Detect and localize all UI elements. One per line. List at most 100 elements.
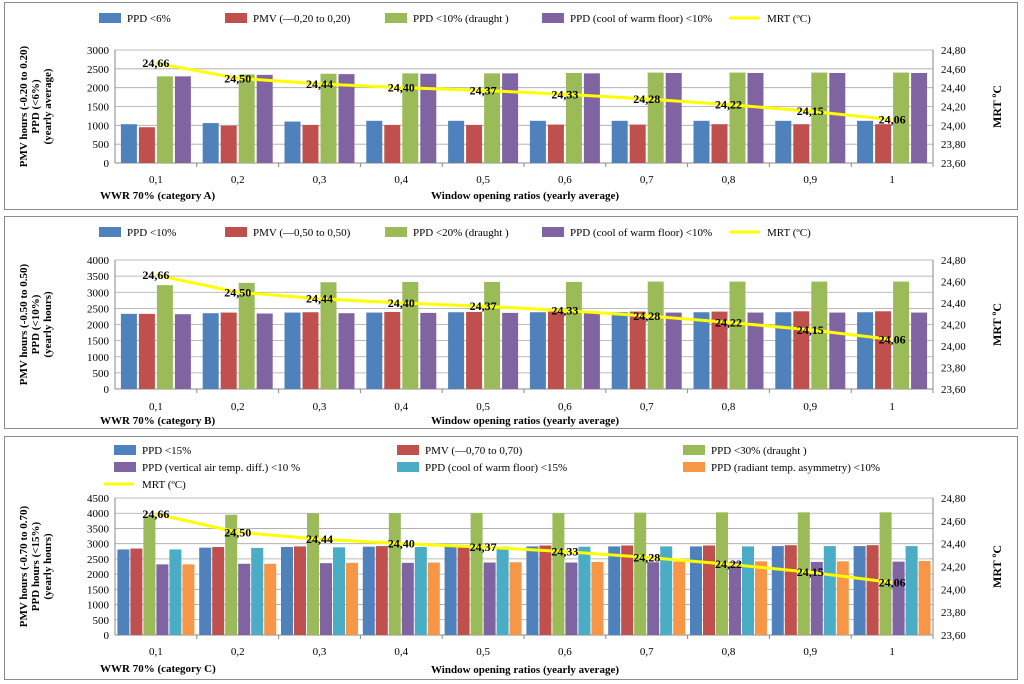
mrt-data-label: 24,06 <box>879 575 906 589</box>
bar-teal <box>742 546 754 635</box>
mrt-data-label: 24,06 <box>879 113 906 127</box>
bar-red <box>220 312 237 389</box>
bar-blue <box>281 547 293 635</box>
bar-purple <box>483 562 496 635</box>
bar-green <box>307 513 319 635</box>
bar-orange <box>264 563 277 635</box>
x-tick-label: 1 <box>889 174 895 186</box>
bar-purple <box>747 312 764 389</box>
y-tick-label: 3500 <box>87 523 110 535</box>
y-tick-label: 2500 <box>87 554 110 566</box>
bar-blue <box>611 312 628 389</box>
mrt-data-label: 24,15 <box>797 323 824 337</box>
bar-purple <box>238 563 251 635</box>
mrt-data-label: 24,33 <box>551 545 578 559</box>
bar-purple <box>665 312 682 389</box>
y2-tick-label: 24,00 <box>941 120 966 132</box>
x-tick-label: 0,3 <box>313 401 327 413</box>
mrt-data-label: 24,40 <box>388 296 415 310</box>
y-axis-title: PMV hours (-0.50 to 0.50) <box>18 263 30 385</box>
bar-blue <box>199 547 212 635</box>
x-tick-label: 1 <box>889 401 895 413</box>
bar-blue <box>693 312 710 389</box>
mrt-line <box>155 273 893 342</box>
y-tick-label: 0 <box>104 158 110 170</box>
legend-label-red: PMV (—0,50 to 0,50) <box>253 227 351 239</box>
legend-label-teal: PPD (cool of warm floor) <15% <box>425 462 567 474</box>
y-axis-title: PMV hours (-0.20 to 0.20) <box>18 45 30 167</box>
bar-blue <box>857 312 874 389</box>
bar-blue <box>448 312 465 389</box>
x-tick-label: 1 <box>889 646 895 658</box>
bar-blue <box>117 549 130 635</box>
bar-blue <box>362 546 375 635</box>
mrt-data-label: 24,40 <box>388 81 415 95</box>
bar-purple <box>747 72 764 163</box>
y2-tick-label: 24,20 <box>941 102 966 114</box>
y-tick-label: 2500 <box>87 303 110 315</box>
bar-red <box>547 311 564 389</box>
y-axis-title: (yearly hours) <box>42 533 54 600</box>
bar-green <box>143 516 156 635</box>
mrt-data-label: 24,22 <box>715 315 742 329</box>
y-tick-label: 4000 <box>87 255 110 267</box>
mrt-data-label: 24,22 <box>715 98 742 112</box>
bar-blue <box>202 123 219 163</box>
legend-label-purple: PPD (cool of warm floor) <10% <box>570 227 712 239</box>
chart-panel-category-c: PPD <15% PMV (—0,70 to 0,70) PPD <30% (dra… <box>4 436 1018 680</box>
bar-teal <box>496 546 509 635</box>
legend-label-blue: PPD <15% <box>142 445 191 457</box>
bar-green <box>225 514 238 635</box>
y2-tick-label: 24,00 <box>941 341 966 353</box>
legend-label-red: PMV (—0,20 to 0,20) <box>253 13 351 25</box>
bar-blue <box>444 546 457 635</box>
legend-label-mrt: MRT (ºC) <box>142 479 186 491</box>
bar-red <box>294 546 306 635</box>
bar-purple <box>892 561 905 635</box>
bar-teal <box>905 546 918 635</box>
mrt-data-label: 24,33 <box>551 304 578 318</box>
bar-green <box>716 512 728 635</box>
bar-purple <box>583 312 600 389</box>
y-tick-label: 3500 <box>87 271 110 283</box>
bar-blue <box>771 546 784 635</box>
bar-red <box>466 124 483 163</box>
x-tick-label: 0,1 <box>149 401 163 413</box>
x-axis-title: Window opening ratios (yearly average) <box>431 415 619 427</box>
bar-red <box>130 548 143 635</box>
legend-swatch-green <box>385 227 407 237</box>
x-axis-title: Window opening ratios (yearly average) <box>431 190 619 202</box>
legend-label-green: PPD <10% (draught ) <box>413 13 509 25</box>
bar-red <box>875 124 892 163</box>
x-tick-label: 0,9 <box>803 174 817 186</box>
x-tick-label: 0,6 <box>558 646 572 658</box>
bar-orange <box>346 562 358 635</box>
bar-red <box>384 124 401 163</box>
y2-tick-label: 24,20 <box>941 562 966 574</box>
legend-swatch-green <box>683 445 705 455</box>
bar-orange <box>509 562 522 635</box>
x-tick-label: 0,3 <box>313 174 327 186</box>
legend-swatch-red <box>225 227 247 237</box>
bar-purple <box>174 314 191 389</box>
bar-blue <box>775 312 792 389</box>
chart-svg-category-c: PPD <15% PMV (—0,70 to 0,70) PPD <30% (dra… <box>18 445 1004 676</box>
bar-purple <box>401 562 414 635</box>
mrt-data-label: 24,50 <box>224 71 251 85</box>
legend-swatch-blue <box>114 445 136 455</box>
bar-purple <box>665 72 682 163</box>
chart-svg-category-b: PPD <10% PMV (—0,50 to 0,50) PPD <20% (dra… <box>18 227 1004 427</box>
bar-red <box>629 311 646 389</box>
bar-blue <box>202 313 219 389</box>
bar-purple <box>810 561 823 635</box>
bar-teal <box>333 547 345 635</box>
y2-tick-label: 24,40 <box>941 298 966 310</box>
bar-green <box>552 512 565 635</box>
mrt-line <box>155 61 893 122</box>
y2-tick-label: 24,40 <box>941 83 966 95</box>
bar-blue <box>120 313 137 389</box>
chart-svg-category-a: PPD <6% PMV (—0,20 to 0,20) PPD <10% (drau… <box>18 13 1004 202</box>
bar-red <box>866 545 879 635</box>
bar-green <box>238 282 255 389</box>
x-tick-label: 0,3 <box>313 646 327 658</box>
